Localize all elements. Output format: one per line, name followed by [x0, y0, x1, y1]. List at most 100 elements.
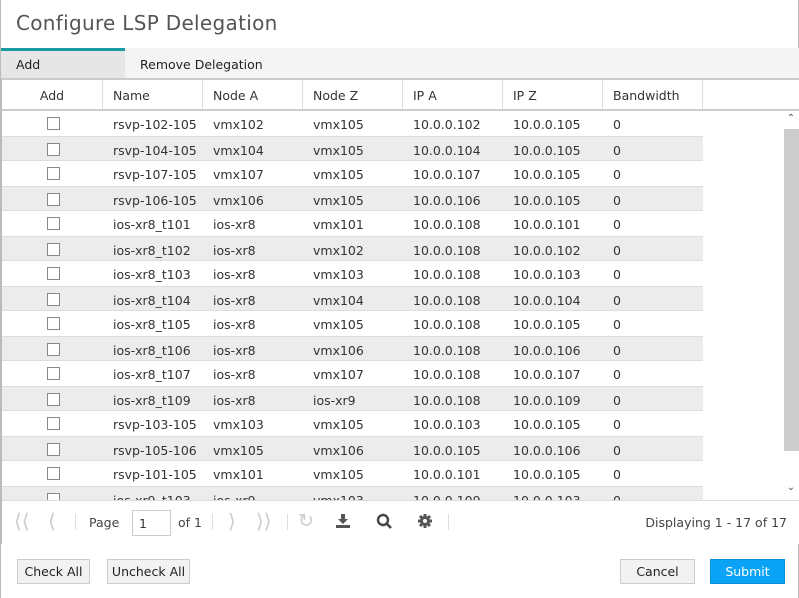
table-row[interactable]: ios-xr8_t102 ios-xr8 vmx102 10.0.0.108 10.0.…: [2, 236, 703, 261]
add-checkbox[interactable]: [47, 167, 60, 180]
col-header-ip-a[interactable]: IP A: [403, 80, 503, 109]
col-header-name[interactable]: Name: [103, 80, 203, 109]
tab-add-delegation[interactable]: Add Delegation: [1, 48, 125, 99]
add-checkbox[interactable]: [47, 393, 60, 406]
cell-ip-z: 10.0.0.105: [513, 143, 581, 158]
cell-ip-a: 10.0.0.106: [413, 193, 481, 208]
cell-name: ios-xr8_t107: [113, 367, 191, 382]
cell-name: rsvp-105-106: [113, 443, 197, 458]
cell-bandwidth: 0: [613, 443, 621, 458]
cell-bandwidth: 0: [613, 343, 621, 358]
dialog-title: Configure LSP Delegation: [16, 11, 278, 35]
col-header-bandwidth[interactable]: Bandwidth: [603, 80, 703, 109]
add-checkbox[interactable]: [47, 217, 60, 230]
table-row[interactable]: ios-xr8_t107 ios-xr8 vmx107 10.0.0.108 10.0.…: [2, 361, 703, 386]
scrollbar-thumb[interactable]: [784, 129, 799, 451]
col-header-ip-z[interactable]: IP Z: [503, 80, 603, 109]
cell-bandwidth: 0: [613, 217, 621, 232]
cell-node-z: vmx107: [313, 367, 364, 382]
page-of-label: of 1: [178, 515, 202, 530]
add-checkbox[interactable]: [47, 367, 60, 380]
cell-node-a: vmx103: [213, 417, 264, 432]
grid-body: rsvp-102-105 vmx102 vmx105 10.0.0.102 10.0.0…: [2, 111, 783, 500]
cell-ip-a: 10.0.0.102: [413, 117, 481, 132]
cell-bandwidth: 0: [613, 393, 621, 408]
table-row[interactable]: rsvp-105-106 vmx105 vmx106 10.0.0.105 10.0.0…: [2, 436, 703, 461]
cell-node-z: vmx105: [313, 143, 364, 158]
uncheck-all-button[interactable]: Uncheck All: [107, 559, 190, 584]
cell-node-a: vmx102: [213, 117, 264, 132]
last-page-icon[interactable]: ⟩⟩: [256, 509, 272, 533]
page-label: Page: [89, 515, 120, 530]
col-header-node-z[interactable]: Node Z: [303, 80, 403, 109]
table-row[interactable]: ios-xr8_t104 ios-xr8 vmx104 10.0.0.108 10.0.…: [2, 286, 703, 311]
first-page-icon[interactable]: ⟨⟨: [14, 509, 30, 533]
add-checkbox[interactable]: [47, 493, 60, 500]
cell-name: ios-xr9_t103: [103, 487, 191, 500]
separator: [212, 514, 213, 530]
add-checkbox[interactable]: [47, 143, 60, 156]
cell-ip-a: 10.0.0.108: [413, 343, 481, 358]
table-row[interactable]: rsvp-102-105 vmx102 vmx105 10.0.0.102 10.0.0…: [2, 111, 703, 136]
search-icon[interactable]: [376, 513, 392, 532]
table-row[interactable]: ios-xr8_t109 ios-xr8 ios-xr9 10.0.0.108 10.0…: [2, 386, 703, 411]
cell-ip-z: 10.0.0.106: [513, 343, 581, 358]
table-row[interactable]: ios-xr9_t103 ios-xr9 vmx103 10.0.0.109 10.0.…: [2, 486, 703, 500]
cell-ip-a: 10.0.0.104: [413, 143, 481, 158]
cell-ip-z: 10.0.0.109: [513, 393, 581, 408]
check-all-button[interactable]: Check All: [17, 559, 90, 584]
tab-remove-delegation[interactable]: Remove Delegation: [140, 57, 263, 72]
separator: [287, 514, 288, 530]
prev-page-icon[interactable]: ⟨: [48, 509, 56, 533]
table-row[interactable]: ios-xr8_t105 ios-xr8 vmx105 10.0.0.108 10.0.…: [2, 311, 703, 336]
page-number-input[interactable]: [132, 510, 171, 536]
add-checkbox[interactable]: [47, 243, 60, 256]
table-row[interactable]: ios-xr8_t103 ios-xr8 vmx103 10.0.0.108 10.0.…: [2, 261, 703, 286]
table-row[interactable]: rsvp-101-105 vmx101 vmx105 10.0.0.101 10.0.0…: [2, 461, 703, 486]
table-row[interactable]: rsvp-106-105 vmx106 vmx105 10.0.0.106 10.0.0…: [2, 186, 703, 211]
tab-bar: Add Delegation Remove Delegation: [1, 48, 799, 99]
submit-button[interactable]: Submit: [710, 559, 785, 584]
cell-ip-a: 10.0.0.108: [413, 367, 481, 382]
vertical-scrollbar[interactable]: ⌃ ⌄: [783, 111, 799, 500]
next-page-icon[interactable]: ⟩: [228, 509, 236, 533]
table-row[interactable]: ios-xr8_t101 ios-xr8 vmx101 10.0.0.108 10.0.…: [2, 211, 703, 236]
col-header-node-a[interactable]: Node A: [203, 80, 303, 109]
add-checkbox[interactable]: [47, 343, 60, 356]
add-checkbox[interactable]: [47, 467, 60, 480]
cell-node-a: vmx106: [213, 193, 264, 208]
cell-name: rsvp-101-105: [113, 467, 197, 482]
delegation-grid: Add Name Node A Node Z IP A IP Z Bandwid…: [1, 78, 799, 544]
table-row[interactable]: ios-xr8_t106 ios-xr8 vmx106 10.0.0.108 10.0.…: [2, 336, 703, 361]
add-checkbox[interactable]: [47, 117, 60, 130]
table-row[interactable]: rsvp-103-105 vmx103 vmx105 10.0.0.103 10.0.0…: [2, 411, 703, 436]
cancel-button[interactable]: Cancel: [620, 559, 695, 584]
scroll-up-icon[interactable]: ⌃: [786, 113, 796, 124]
cell-ip-z: 10.0.0.105: [513, 193, 581, 208]
cell-node-z: vmx104: [313, 293, 364, 308]
table-row[interactable]: rsvp-107-105 vmx107 vmx105 10.0.0.107 10.0.0…: [2, 161, 703, 186]
cell-ip-a: 10.0.0.103: [413, 417, 481, 432]
separator: [448, 514, 449, 530]
add-checkbox[interactable]: [47, 443, 60, 456]
cell-node-z: vmx105: [313, 117, 364, 132]
cell-ip-z: 10.0.0.105: [513, 317, 581, 332]
refresh-icon[interactable]: ↻: [298, 510, 314, 532]
cell-node-a: ios-xr8: [213, 343, 256, 358]
add-checkbox[interactable]: [47, 417, 60, 430]
cell-ip-a: 10.0.0.105: [413, 443, 481, 458]
cell-name: ios-xr8_t109: [113, 393, 191, 408]
col-header-add[interactable]: Add: [2, 80, 103, 109]
cell-name: rsvp-106-105: [113, 193, 197, 208]
scroll-down-icon[interactable]: ⌄: [786, 482, 796, 493]
add-checkbox[interactable]: [47, 293, 60, 306]
add-checkbox[interactable]: [47, 193, 60, 206]
download-icon[interactable]: [335, 513, 351, 532]
add-checkbox[interactable]: [47, 267, 60, 280]
cell-ip-z: 10.0.0.107: [513, 367, 581, 382]
add-checkbox[interactable]: [47, 317, 60, 330]
gear-icon[interactable]: [417, 513, 433, 532]
table-row[interactable]: rsvp-104-105 vmx104 vmx105 10.0.0.104 10.0.0…: [2, 136, 703, 161]
cell-node-a: ios-xr8: [213, 217, 256, 232]
cell-node-z: vmx103: [313, 267, 364, 282]
